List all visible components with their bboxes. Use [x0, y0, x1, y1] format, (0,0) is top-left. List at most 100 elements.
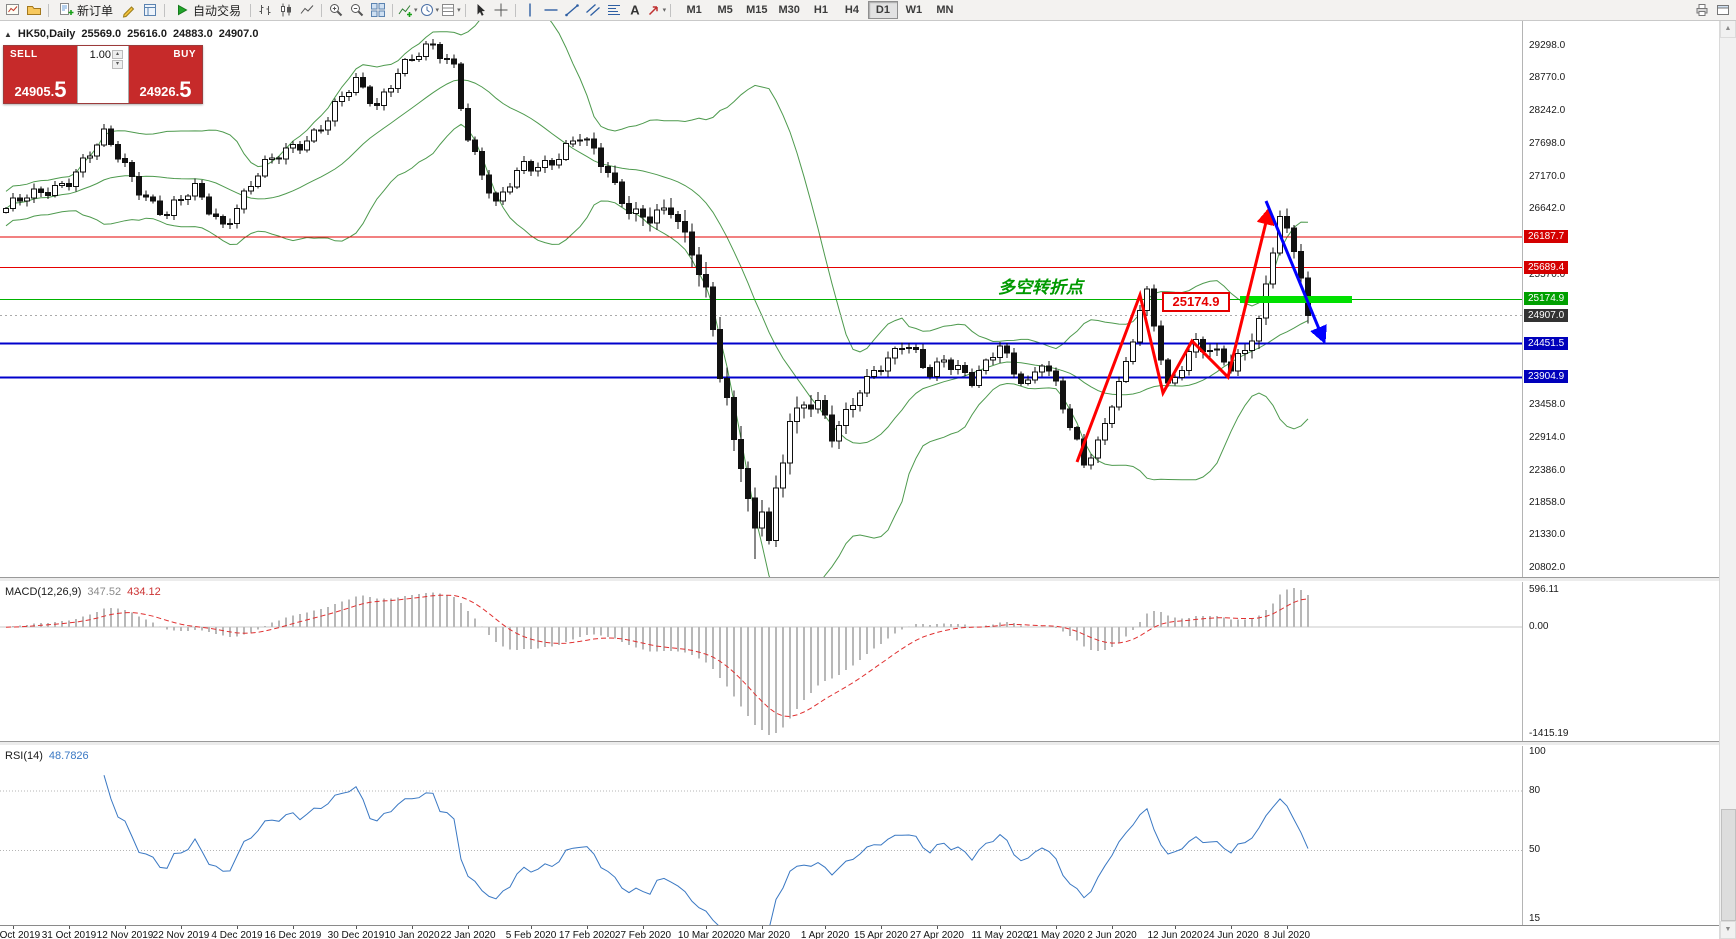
price-callout-label[interactable]: 25174.9: [1162, 292, 1230, 312]
close-value: 24907.0: [218, 28, 259, 40]
buy-price: 24926. 5: [129, 79, 202, 101]
candle-body: [920, 349, 926, 368]
sell-button[interactable]: SELL 24905. 5: [4, 46, 77, 103]
crosshair-icon[interactable]: [491, 1, 511, 19]
candle-body: [1018, 373, 1024, 385]
scroll-thumb[interactable]: [1721, 809, 1736, 921]
candle-body: [1249, 340, 1255, 351]
volume-input[interactable]: [83, 49, 111, 61]
dropdown-arrow-icon: ▾: [457, 7, 461, 14]
date-axis-label: 16 Dec 2019: [264, 930, 322, 939]
pane-splitter[interactable]: [0, 741, 1736, 746]
rsi-value: 48.7826: [48, 750, 89, 762]
autotrading-button[interactable]: 自动交易: [169, 1, 246, 19]
candle-body: [213, 213, 219, 217]
rsi-pane: RSI(14) 48.7826 100 80 50 15: [0, 746, 1736, 925]
candlestick-chart: [0, 21, 1522, 577]
candle-body: [311, 129, 317, 142]
timeframe-mn-button[interactable]: MN: [936, 4, 954, 16]
arrow-objects-icon[interactable]: ▾: [646, 1, 666, 19]
metaeditor-icon[interactable]: [119, 1, 139, 19]
periods-icon[interactable]: ▾: [419, 1, 439, 19]
channel-icon[interactable]: [583, 1, 603, 19]
date-axis-label: 24 Jun 2020: [1203, 930, 1259, 939]
price-axis-label: 22386.0: [1529, 465, 1566, 476]
timeframe-h1-button[interactable]: H1: [813, 4, 828, 16]
high-value: 25616.0: [127, 28, 167, 40]
candle-body: [374, 102, 380, 106]
scroll-up-button[interactable]: ▲: [1720, 20, 1736, 38]
fibonacci-icon[interactable]: [604, 1, 624, 19]
rsi-label: RSI(14) 48.7826: [5, 750, 89, 762]
sell-price: 24905. 5: [4, 79, 77, 101]
profiles-icon[interactable]: [24, 1, 44, 19]
candle-body: [577, 139, 583, 142]
date-axis-label: 15 Apr 2020: [854, 930, 908, 939]
timeframe-w1-button[interactable]: W1: [905, 4, 923, 16]
vertical-line-icon[interactable]: [520, 1, 540, 19]
trendline-icon[interactable]: [562, 1, 582, 19]
volume-decrease-button[interactable]: ▾: [112, 60, 123, 69]
candle-body: [157, 200, 163, 215]
macd-signal-line: [5, 594, 1309, 718]
rsi-line: [103, 775, 1309, 925]
line-chart-icon-glyph: [300, 5, 314, 14]
zoom-in-icon[interactable]: [326, 1, 346, 19]
window-list-icon[interactable]: [1713, 1, 1733, 19]
templates-icon[interactable]: ▾: [440, 1, 461, 19]
new-order-button[interactable]: 新订单: [53, 1, 118, 19]
print-icon[interactable]: [1692, 1, 1712, 19]
candle-body: [108, 128, 114, 146]
candle-body: [696, 254, 702, 276]
price-axis-label: 20802.0: [1529, 562, 1566, 573]
new-chart-icon[interactable]: [3, 1, 23, 19]
candle-body: [486, 174, 492, 194]
timeframe-m30-button[interactable]: M30: [778, 4, 800, 16]
crosshair-icon-glyph: [494, 3, 508, 17]
buy-button[interactable]: BUY 24926. 5: [129, 46, 202, 103]
candle-body: [906, 347, 912, 350]
pane-splitter[interactable]: [0, 577, 1736, 582]
candle-body: [654, 209, 660, 224]
vertical-scrollbar[interactable]: ▲ ▼: [1719, 20, 1736, 939]
data-window-icon[interactable]: [140, 1, 160, 19]
date-axis-label: 20 Mar 2020: [733, 930, 791, 939]
timeframe-m15-button[interactable]: M15: [746, 4, 768, 16]
scroll-down-button[interactable]: ▼: [1720, 921, 1736, 939]
timeframe-m1-button[interactable]: M1: [686, 4, 702, 16]
candle-body: [710, 286, 716, 330]
candle-body: [416, 56, 422, 60]
candle-body: [871, 370, 877, 377]
toolbar-separator: [670, 3, 672, 17]
line-chart-icon[interactable]: [297, 1, 317, 19]
tile-windows-icon[interactable]: [368, 1, 388, 19]
timeframe-m5-button[interactable]: M5: [717, 4, 733, 16]
macd-axis-label: -1415.19: [1529, 728, 1569, 739]
templates-icon-glyph: [442, 4, 455, 16]
date-axis-label: 12 Jun 2020: [1147, 930, 1203, 939]
toolbar-separator: [164, 3, 166, 17]
volume-spinner: ▴ ▾: [112, 50, 123, 69]
turning-point-annotation[interactable]: 多空转折点: [998, 278, 1083, 297]
new-order-icon-glyph: [60, 3, 74, 15]
candle-body: [66, 183, 72, 188]
volume-increase-button[interactable]: ▴: [112, 50, 123, 59]
zoom-out-icon[interactable]: [347, 1, 367, 19]
trendline-icon-glyph: [564, 4, 579, 17]
open-value: 25569.0: [81, 28, 122, 40]
text-label-icon[interactable]: A: [625, 1, 645, 19]
date-axis-label: 27 Feb 2020: [614, 930, 672, 939]
candlestick-chart-icon[interactable]: [276, 1, 296, 19]
timeframe-d1-button[interactable]: D1: [867, 1, 898, 19]
svg-text:A: A: [630, 3, 640, 18]
indicators-icon[interactable]: ▾: [397, 1, 418, 19]
horizontal-line-icon[interactable]: [541, 1, 561, 19]
one-click-collapse-toggle[interactable]: ▲: [4, 29, 12, 39]
toolbar-separator: [48, 3, 49, 17]
periods-icon-glyph: [420, 4, 433, 16]
candle-body: [885, 357, 891, 372]
cursor-icon[interactable]: [470, 1, 490, 19]
timeframe-h4-button[interactable]: H4: [844, 4, 859, 16]
toolbar-separator: [392, 3, 394, 17]
bar-chart-icon[interactable]: [255, 1, 275, 19]
